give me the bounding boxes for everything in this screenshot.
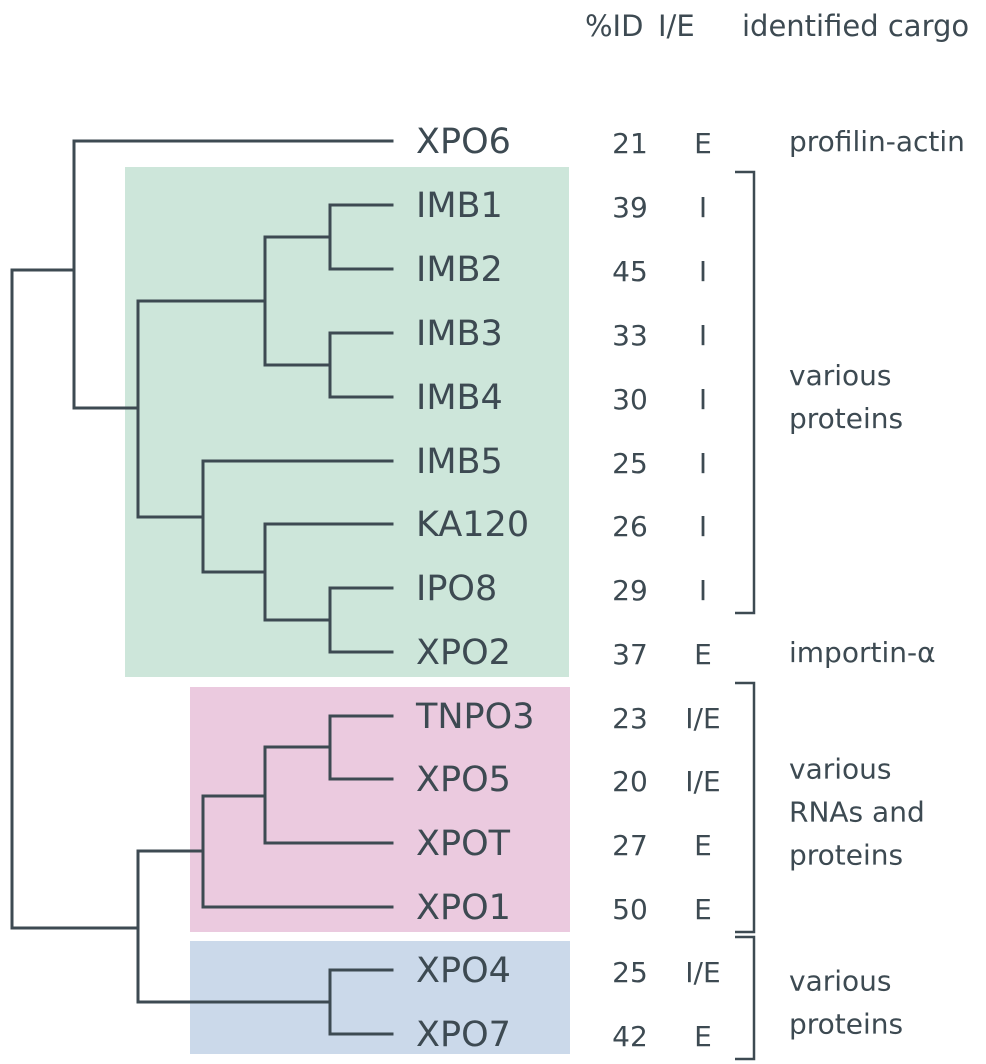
percent-id-value: 20 — [612, 765, 648, 798]
leaf-label: IMB5 — [416, 442, 503, 482]
cargo-label: RNAs and — [789, 796, 925, 829]
xpo4-xpo7-group-box — [190, 941, 570, 1054]
header-identified-cargo: identified cargo — [742, 9, 969, 43]
cargo-label: various — [789, 753, 891, 786]
leaf-label: TNPO3 — [415, 697, 534, 737]
leaf-label: XPO7 — [416, 1015, 511, 1055]
percent-id-value: 33 — [612, 319, 648, 352]
percent-id-value: 42 — [612, 1020, 648, 1053]
percent-id-value: 21 — [612, 127, 648, 160]
percent-id-value: 25 — [612, 956, 648, 989]
import-export-value: I — [699, 255, 707, 288]
percent-id-value: 25 — [612, 447, 648, 480]
cargo-label: profilin-actin — [789, 125, 965, 158]
leaf-rows: XPO6 21 E IMB1 39 I IMB2 45 I IMB3 33 I IMB4 30 I IMB5 2… — [415, 122, 721, 1055]
leaf-label: IMB4 — [416, 378, 503, 418]
import-export-value: I/E — [685, 702, 720, 735]
header-percent-id: %ID — [585, 9, 643, 43]
leaf-label: XPO4 — [416, 951, 511, 991]
cargo-bracket — [735, 935, 756, 1061]
cargo-label: proteins — [789, 1008, 903, 1041]
import-export-value: I — [699, 383, 707, 416]
import-export-value: I/E — [685, 765, 720, 798]
cargo-label: various — [789, 965, 891, 998]
percent-id-value: 45 — [612, 255, 648, 288]
header-import-export: I/E — [658, 9, 695, 43]
leaf-label: XPOT — [416, 824, 511, 864]
leaf-label: IMB1 — [416, 186, 503, 226]
percent-id-value: 26 — [612, 510, 648, 543]
percent-id-value: 50 — [612, 893, 648, 926]
cargo-bracket — [735, 170, 756, 615]
importin-group-box — [125, 167, 569, 677]
leaf-label: XPO2 — [416, 633, 511, 673]
import-export-value: E — [694, 1020, 712, 1053]
leaf-label: XPO5 — [416, 760, 511, 800]
leaf-label: IPO8 — [416, 569, 497, 609]
percent-id-value: 30 — [612, 383, 648, 416]
cargo-label: proteins — [789, 402, 903, 435]
percent-id-value: 29 — [612, 574, 648, 607]
import-export-value: I — [699, 447, 707, 480]
import-export-value: I — [699, 574, 707, 607]
cargo-label: importin-α — [789, 636, 936, 669]
percent-id-value: 37 — [612, 638, 648, 671]
import-export-value: I — [699, 510, 707, 543]
leaf-label: KA120 — [416, 505, 529, 545]
percent-id-value: 27 — [612, 829, 648, 862]
leaf-label: IMB3 — [416, 314, 503, 354]
import-export-value: I — [699, 191, 707, 224]
cargo-label: various — [789, 359, 891, 392]
import-export-value: E — [694, 893, 712, 926]
cargo-annotations: profilin-actin various proteins importin-α v… — [735, 125, 965, 1061]
leaf-label: IMB2 — [416, 250, 503, 290]
percent-id-value: 23 — [612, 702, 648, 735]
leaf-label: XPO6 — [416, 122, 511, 162]
percent-id-value: 39 — [612, 191, 648, 224]
leaf-label: XPO1 — [416, 888, 511, 928]
import-export-value: I/E — [685, 956, 720, 989]
tree-edges — [10, 139, 394, 1036]
cargo-bracket — [735, 681, 756, 934]
import-export-value: I — [699, 319, 707, 352]
cargo-label: proteins — [789, 839, 903, 872]
rna-exporter-group-box — [190, 687, 570, 932]
import-export-value: E — [694, 638, 712, 671]
import-export-value: E — [694, 829, 712, 862]
import-export-value: E — [694, 127, 712, 160]
